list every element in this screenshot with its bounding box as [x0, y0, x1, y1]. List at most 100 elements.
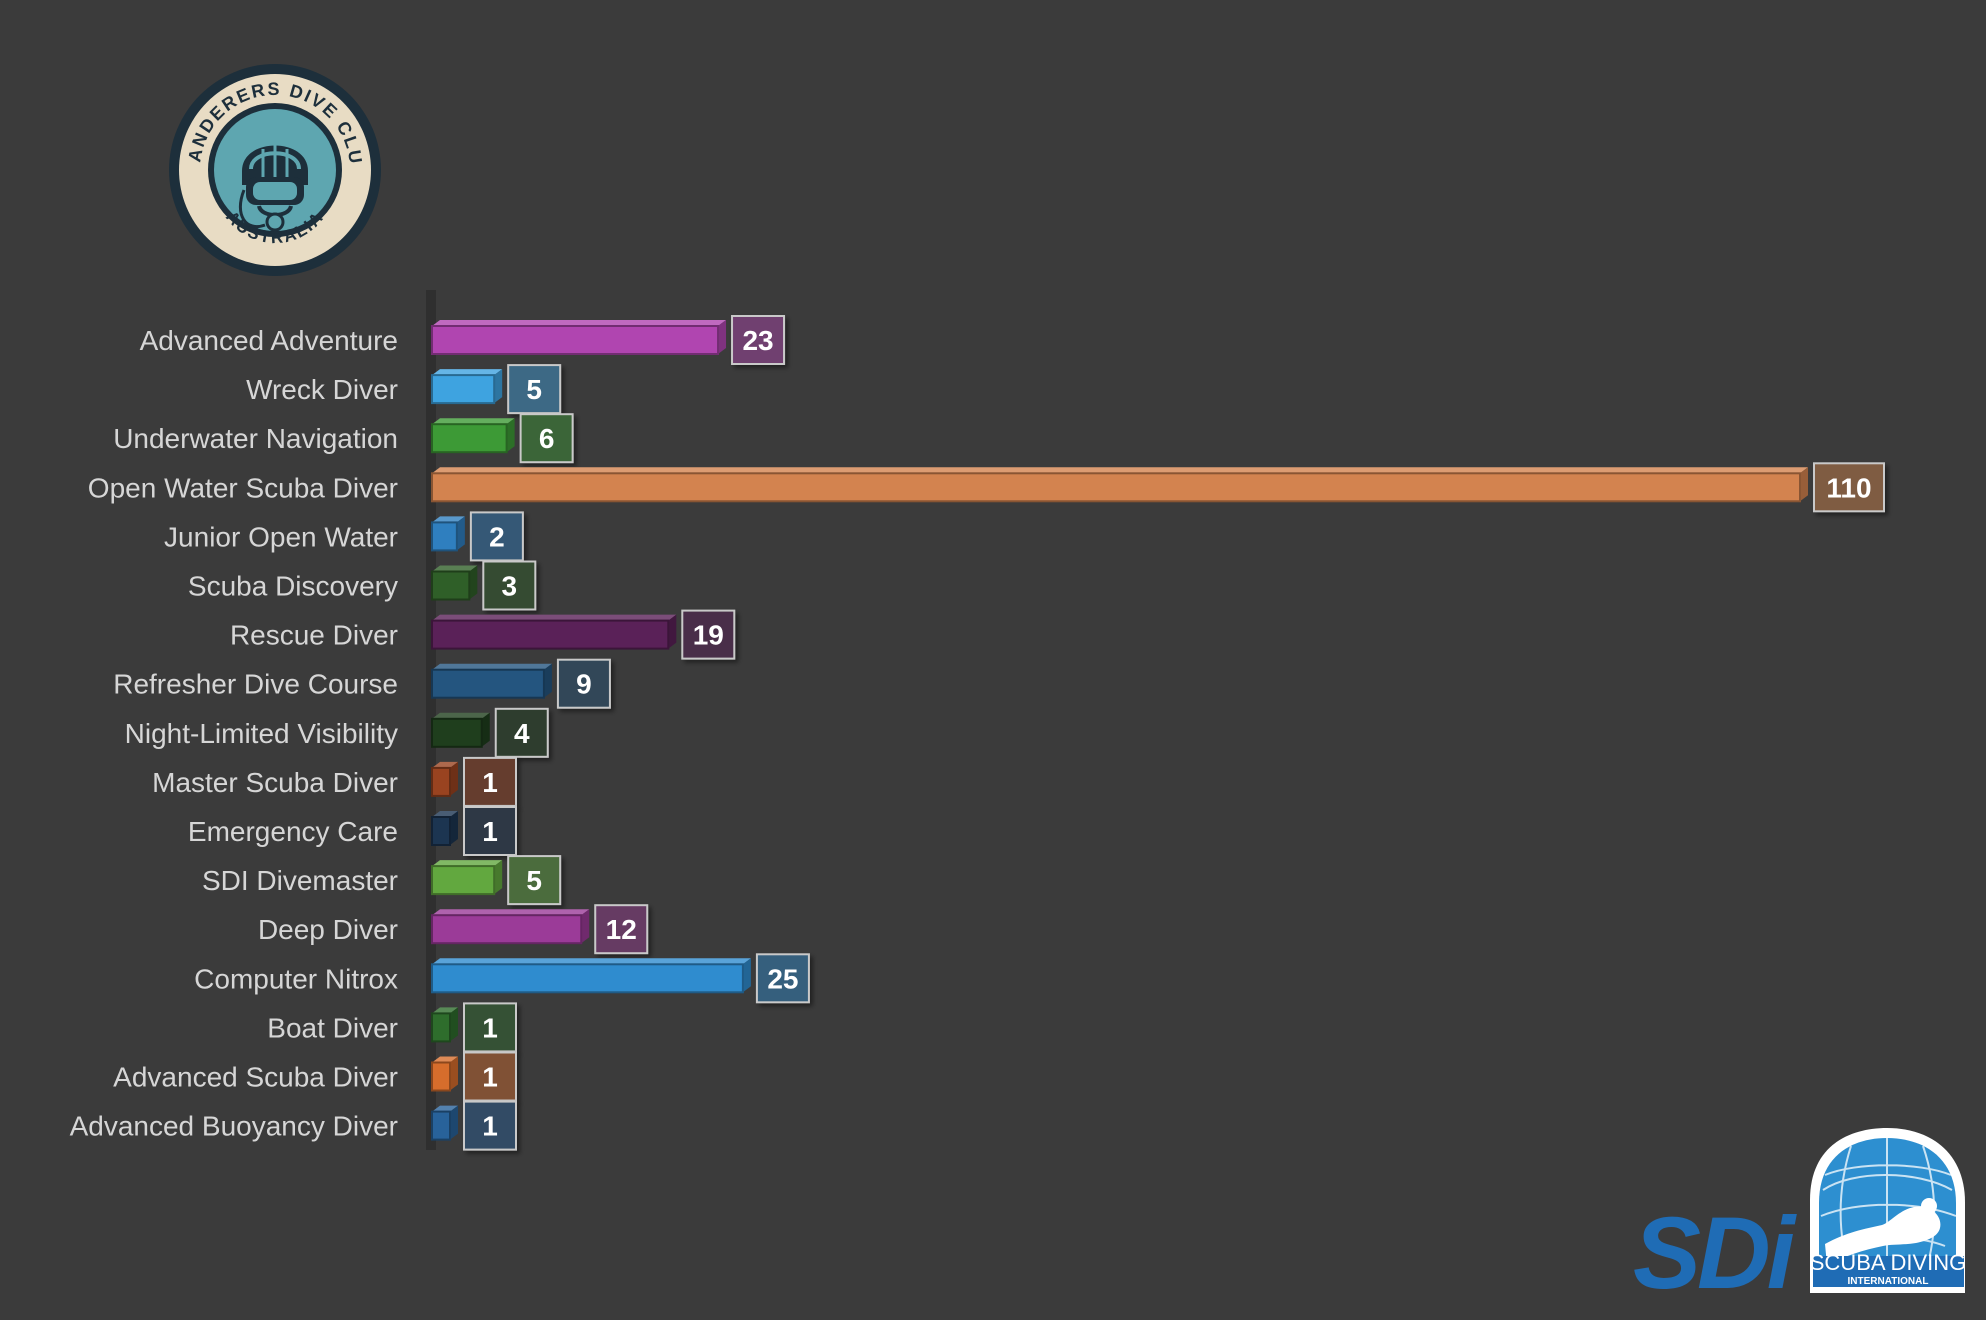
bar-side [450, 1105, 458, 1140]
category-label: Advanced Buoyancy Diver [70, 1111, 398, 1142]
sdi-text-band [1813, 1256, 1964, 1287]
data-label: 1 [482, 767, 498, 798]
bar-top [432, 614, 677, 621]
data-label-box: 1 [463, 1051, 517, 1102]
category-label: Deep Diver [258, 914, 398, 945]
bar [431, 663, 552, 699]
bar-top [432, 565, 478, 572]
data-label: 5 [526, 865, 542, 896]
chart-axis [426, 290, 436, 1150]
bar-side [450, 761, 458, 796]
bar-top [432, 663, 552, 670]
bar [431, 320, 727, 355]
data-label-box: 1 [463, 1002, 517, 1053]
bar [431, 909, 590, 945]
bar-side [1800, 467, 1808, 502]
data-label-box: 2 [469, 511, 524, 562]
data-label: 1 [482, 1062, 498, 1093]
bar-top [432, 860, 503, 867]
category-label: Computer Nitrox [194, 963, 398, 994]
bar-side [668, 614, 677, 649]
bar-front [431, 914, 583, 945]
sdi-brand-text: SDi [1633, 1196, 1798, 1310]
bar-side [450, 811, 458, 845]
data-label-box: 23 [731, 315, 786, 365]
bar-side [494, 860, 503, 895]
bar-top [432, 761, 458, 768]
data-label-bg [463, 1051, 517, 1102]
bar-front [431, 668, 545, 699]
data-label: 110 [1826, 472, 1871, 503]
sdi-diver-head [1921, 1198, 1937, 1214]
data-label: 4 [514, 718, 530, 749]
bar-side [450, 1007, 458, 1042]
bar [431, 516, 465, 552]
club-logo-svg: WANDERERS DIVE CLUB AUSTRALIA [160, 55, 381, 276]
bar [431, 369, 503, 405]
data-label-bg [594, 904, 649, 955]
bar-front [431, 865, 496, 896]
data-label-bg [463, 756, 517, 807]
bar-top [432, 712, 490, 719]
data-label-box: 1 [463, 1100, 517, 1151]
data-label-box: 9 [556, 658, 611, 709]
data-label-bg [469, 511, 524, 562]
data-label: 12 [606, 914, 637, 945]
category-label: SDI Divemaster [202, 865, 398, 896]
sdi-logo: SDi SCUBA DIVING INTERNATIONAL [1625, 1128, 1970, 1310]
bar-top [432, 1105, 458, 1112]
bar-front [431, 766, 451, 797]
bar-side [543, 663, 552, 698]
bar-top [432, 320, 727, 326]
data-label-box: 110 [1813, 462, 1885, 513]
bar-side [481, 712, 490, 747]
bar [431, 712, 490, 748]
bar [431, 1056, 458, 1092]
data-label: 1 [482, 1012, 498, 1043]
sdi-line-2: INTERNATIONAL [1848, 1276, 1929, 1287]
bar-front [431, 472, 1801, 503]
bar-top [432, 369, 503, 376]
bar [431, 1007, 458, 1043]
chart-area: Advanced Adventure 23 Wreck Diver 5 Underwat… [0, 290, 1986, 1170]
bar-side [450, 1056, 458, 1091]
category-label: Scuba Discovery [188, 571, 398, 602]
bar-front [431, 1012, 451, 1043]
sdi-diver-shape [1825, 1206, 1941, 1265]
data-label-bg [482, 560, 537, 611]
bar-side [742, 958, 751, 993]
data-label-bg [556, 658, 611, 709]
bar-front [431, 374, 496, 405]
bar-front [431, 963, 744, 994]
bar-front [431, 816, 451, 846]
bar-side [718, 320, 727, 354]
category-label: Open Water Scuba Diver [88, 472, 398, 503]
category-label: Master Scuba Diver [152, 767, 398, 798]
bar-front [431, 1110, 451, 1141]
category-label: Boat Diver [267, 1012, 398, 1043]
bar-top [432, 811, 458, 817]
data-label-bg [494, 707, 549, 758]
bar-side [506, 418, 515, 453]
data-label: 3 [502, 571, 518, 602]
data-label: 1 [482, 816, 498, 847]
data-label-box: 1 [463, 806, 517, 856]
category-label: Wreck Diver [246, 374, 398, 405]
bar-front [431, 521, 458, 552]
data-label-bg [755, 953, 810, 1004]
bar [431, 418, 515, 454]
data-label-box: 5 [507, 364, 562, 415]
data-label: 19 [693, 620, 724, 651]
bar [431, 958, 751, 994]
club-logo: WANDERERS DIVE CLUB AUSTRALIA [160, 55, 390, 285]
sdi-line-1: SCUBA DIVING [1810, 1250, 1966, 1275]
bar-top [432, 516, 465, 523]
bar-top [432, 418, 515, 425]
data-label-bg [731, 315, 786, 365]
data-label-box: 25 [755, 953, 810, 1004]
bar-top [432, 1056, 458, 1063]
data-label: 6 [539, 423, 555, 454]
diver-helmet-icon [238, 145, 308, 232]
bar [431, 761, 458, 797]
